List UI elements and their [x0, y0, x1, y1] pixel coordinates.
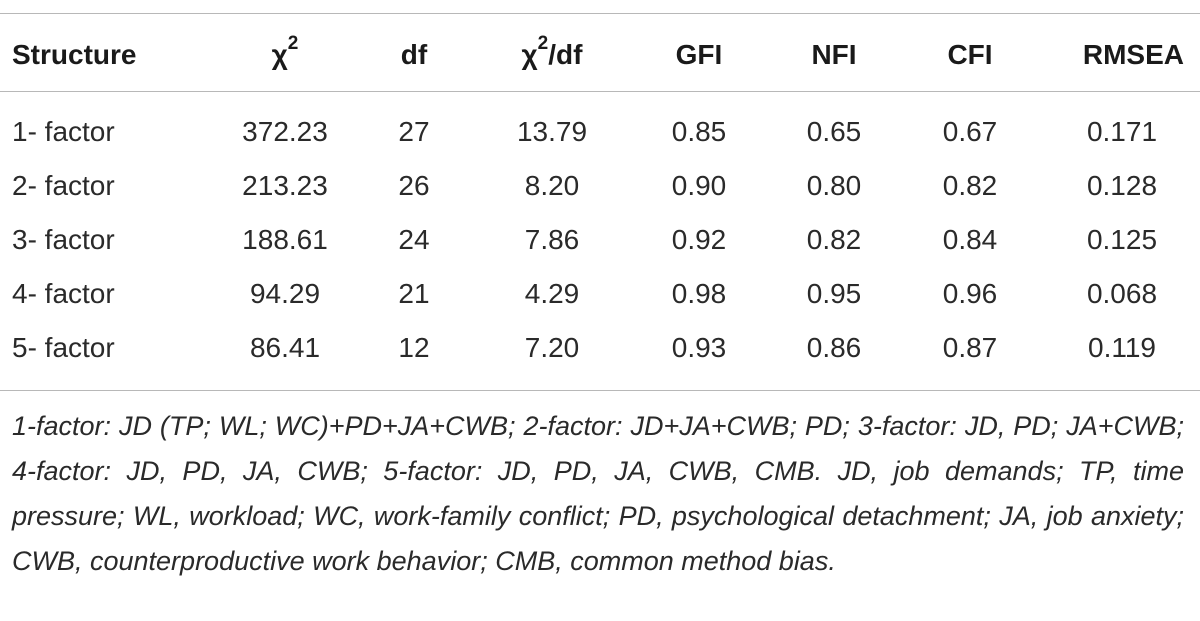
- ratio-chi-symbol: χ: [521, 38, 538, 70]
- header-structure: Structure: [12, 38, 137, 70]
- cell-chi-square-ratio: 4.29: [524, 278, 580, 309]
- cell-chi-square-ratio: 7.20: [524, 332, 580, 363]
- cell-rmsea: 0.128: [1086, 170, 1158, 201]
- cell-df: 12: [398, 332, 430, 363]
- cell-chi-square: 86.41: [249, 332, 321, 363]
- cell-df: 26: [398, 170, 430, 201]
- ratio-chi-exponent: 2: [537, 33, 549, 55]
- table-header-rule: [0, 91, 1200, 92]
- cell-chi-square: 213.23: [242, 170, 328, 201]
- cell-rmsea: 0.068: [1086, 278, 1158, 309]
- header-chi-square: χ2: [210, 14, 360, 93]
- header-rmsea: RMSEA: [1082, 38, 1184, 70]
- cell-rmsea: 0.125: [1086, 224, 1158, 255]
- cell-chi-square: 94.29: [249, 278, 321, 309]
- cell-rmsea: 0.119: [1088, 332, 1156, 363]
- cell-structure: 3- factor: [12, 224, 115, 255]
- cell-chi-square-ratio: 7.86: [524, 224, 580, 255]
- cell-cfi: 0.67: [942, 116, 998, 147]
- cell-chi-square: 372.23: [242, 116, 328, 147]
- cell-structure: 2- factor: [12, 170, 115, 201]
- cell-nfi: 0.65: [806, 116, 862, 147]
- header-cfi: CFI: [947, 38, 993, 70]
- cell-nfi: 0.80: [806, 170, 862, 201]
- cell-df: 21: [398, 278, 430, 309]
- table-bottom-rule: [0, 390, 1200, 391]
- cell-chi-square-ratio: 13.79: [516, 116, 588, 147]
- cell-structure: 5- factor: [12, 332, 115, 363]
- cell-df: 24: [398, 224, 430, 255]
- ratio-suffix: /df: [548, 38, 583, 70]
- cell-gfi: 0.85: [671, 116, 727, 147]
- cell-cfi: 0.82: [942, 170, 998, 201]
- header-nfi: NFI: [811, 38, 857, 70]
- table-row: 3- factor 188.61 24 7.86 0.92 0.82 0.84 …: [0, 213, 1200, 267]
- cell-df: 27: [398, 116, 430, 147]
- header-chi-square-ratio: χ2/df: [468, 14, 636, 93]
- header-df: df: [400, 38, 428, 70]
- cell-gfi: 0.98: [671, 278, 727, 309]
- cell-rmsea: 0.171: [1086, 116, 1158, 147]
- table-row: 4- factor 94.29 21 4.29 0.98 0.95 0.96 0…: [0, 267, 1200, 321]
- table-row: 5- factor 86.41 12 7.20 0.93 0.86 0.87 0…: [0, 321, 1200, 375]
- cell-chi-square-ratio: 8.20: [524, 170, 580, 201]
- cell-chi-square: 188.61: [242, 224, 328, 255]
- cell-cfi: 0.84: [942, 224, 998, 255]
- footnote-structures: 1-factor: JD (TP; WL; WC)+PD+JA+CWB; 2-f…: [12, 411, 1184, 486]
- table-footnote: 1-factor: JD (TP; WL; WC)+PD+JA+CWB; 2-f…: [12, 404, 1184, 584]
- cell-cfi: 0.87: [942, 332, 998, 363]
- footnote-abbreviations: JD, job demands; TP, time pressure; WL, …: [12, 456, 1184, 576]
- table-row: 2- factor 213.23 26 8.20 0.90 0.80 0.82 …: [0, 159, 1200, 213]
- footnote-text: 1-factor: JD (TP; WL; WC)+PD+JA+CWB; 2-f…: [12, 404, 1184, 584]
- table-row: 1- factor 372.23 27 13.79 0.85 0.65 0.67…: [0, 93, 1200, 159]
- cell-nfi: 0.86: [806, 332, 862, 363]
- cell-gfi: 0.92: [671, 224, 727, 255]
- cell-structure: 4- factor: [12, 278, 115, 309]
- cell-cfi: 0.96: [942, 278, 998, 309]
- table-header-row: Structure χ2 df χ2/df GFI NFI CFI RMSEA: [0, 14, 1200, 93]
- cell-gfi: 0.93: [671, 332, 727, 363]
- model-fit-table: Structure χ2 df χ2/df GFI NFI CFI RMSEA …: [0, 14, 1200, 375]
- chi-exponent: 2: [287, 33, 299, 55]
- cell-nfi: 0.82: [806, 224, 862, 255]
- chi-symbol: χ: [271, 38, 288, 70]
- header-gfi: GFI: [675, 38, 723, 70]
- cell-structure: 1- factor: [12, 116, 115, 147]
- cell-nfi: 0.95: [806, 278, 862, 309]
- table-top-rule: [0, 13, 1200, 14]
- cell-gfi: 0.90: [671, 170, 727, 201]
